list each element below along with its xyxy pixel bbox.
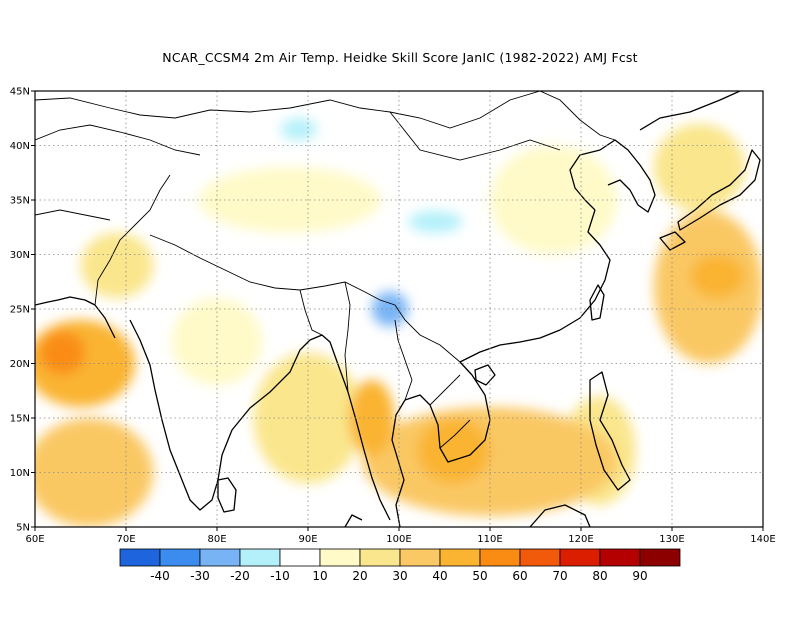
colorbar-label: -40 — [150, 569, 170, 583]
field-western-pacific-core — [690, 254, 745, 299]
x-tick-label: 60E — [25, 534, 44, 545]
field-indochina-core — [417, 418, 490, 484]
coastlines — [35, 91, 761, 527]
colorbar-swatch — [439, 548, 481, 567]
colorbar-swatch — [599, 548, 641, 567]
colorbar-swatch — [239, 548, 281, 567]
colorbar-label: 10 — [312, 569, 327, 583]
colorbar-label: 20 — [352, 569, 367, 583]
colorbar-swatch — [319, 548, 361, 567]
y-tick-label: 35N — [10, 196, 30, 207]
colorbar-label: 30 — [392, 569, 407, 583]
skill-score-field — [35, 118, 763, 527]
field-japan-sea — [653, 123, 745, 211]
graticule — [35, 91, 763, 527]
x-axis: 60E 70E 80E 90E 100E 110E 120E 130E 140E — [25, 527, 776, 545]
field-bay-of-bengal — [253, 352, 363, 484]
x-tick-label: 120E — [568, 534, 593, 545]
field-pakistan — [80, 232, 154, 299]
colorbar-swatch — [359, 548, 401, 567]
field-tibet-negative — [408, 210, 463, 233]
colorbar-swatch — [279, 548, 321, 567]
colorbar-label: -30 — [190, 569, 210, 583]
y-tick-label: 30N — [10, 250, 30, 261]
colorbar-swatch — [559, 548, 601, 567]
colorbar-swatch — [519, 548, 561, 567]
colorbar-swatch — [399, 548, 441, 567]
x-tick-label: 90E — [298, 534, 317, 545]
colorbar: -40 -30 -20 -10 10 20 30 40 50 60 70 80 90 — [119, 548, 681, 583]
y-tick-label: 20N — [10, 359, 30, 370]
y-tick-label: 45N — [10, 87, 30, 98]
country-borders — [35, 91, 616, 449]
x-tick-label: 80E — [207, 534, 226, 545]
field-tarim-negative — [280, 118, 318, 141]
colorbar-swatch — [159, 548, 201, 567]
colorbar-swatch — [479, 548, 521, 567]
colorbar-label: 70 — [552, 569, 567, 583]
y-axis: 5N 10N 15N 20N 25N 30N 35N 40N 45N — [10, 87, 35, 534]
colorbar-label: -20 — [230, 569, 250, 583]
colorbar-label: -10 — [270, 569, 290, 583]
colorbar-swatch — [119, 548, 161, 567]
x-tick-label: 100E — [386, 534, 411, 545]
x-tick-label: 140E — [750, 534, 775, 545]
y-tick-label: 40N — [10, 141, 30, 152]
field-tibet-plateau — [198, 167, 381, 233]
colorbar-swatch — [199, 548, 241, 567]
x-tick-label: 110E — [477, 534, 502, 545]
colorbar-label: 50 — [472, 569, 487, 583]
colorbar-label: 60 — [512, 569, 527, 583]
field-south-china-sea-band — [362, 407, 618, 517]
y-tick-label: 5N — [16, 523, 30, 534]
field-central-india — [171, 298, 263, 386]
x-tick-label: 130E — [659, 534, 684, 545]
colorbar-label: 80 — [592, 569, 607, 583]
field-arabian-sea-core — [39, 330, 86, 375]
colorbar-label: 40 — [432, 569, 447, 583]
chart-title: NCAR_CCSM4 2m Air Temp. Heidke Skill Sco… — [162, 50, 638, 65]
colorbar-label: 90 — [632, 569, 647, 583]
y-tick-label: 10N — [10, 468, 30, 479]
x-tick-label: 70E — [116, 534, 135, 545]
y-tick-label: 25N — [10, 305, 30, 316]
colorbar-swatch — [639, 548, 681, 567]
y-tick-label: 15N — [10, 414, 30, 425]
